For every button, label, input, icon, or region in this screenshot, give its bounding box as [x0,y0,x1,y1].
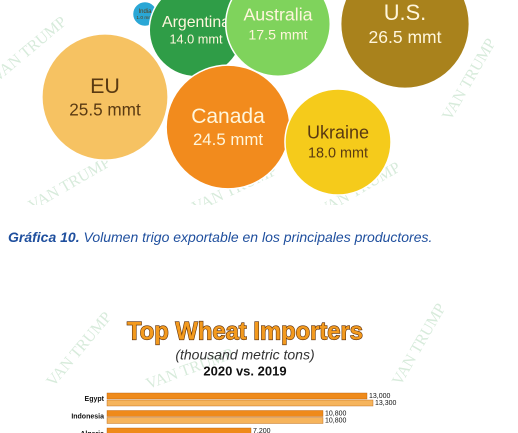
bubble-label: India [138,9,152,15]
bar [106,417,324,424]
bar [106,427,252,433]
bubble-label: Australia [243,5,312,25]
bubble [339,0,471,90]
category-label: Indonesia [71,413,104,420]
value-label: 10,800 [325,417,347,424]
chart-subtitle: (thousand metric tons) [175,347,314,363]
bubble [41,33,169,161]
bubble-label: Canada [191,105,265,128]
value-label: 10,800 [325,410,347,417]
chart-title: Top Wheat Importers [127,318,363,346]
bubble-value: 17.5 mmt [248,27,307,43]
bubble-label: EU [90,74,120,98]
bar [106,410,324,417]
value-label: 13,300 [375,400,397,407]
bubble-value: 25.5 mmt [69,99,141,119]
caption-text: Volumen trigo exportable en los principa… [83,229,433,245]
bubble [284,88,392,196]
watermark: VAN TRUMP [389,301,449,389]
bubble-label: Argentina [162,14,230,31]
bubble-value: 18.0 mmt [308,146,368,162]
value-label: 7,200 [253,428,271,433]
bubble-value: 24.5 mmt [193,130,263,149]
bubble-value: 26.5 mmt [369,27,442,47]
bubble-label: Ukraine [307,123,369,143]
category-label: Egypt [85,396,105,403]
bar [106,392,368,400]
chart-note: 2020 vs. 2019 [203,363,286,378]
bubble-value: 1.0 mmt [136,15,154,21]
bubble [224,0,332,78]
bubble-label: U.S. [384,0,427,25]
watermark: VAN TRUMP [43,309,115,390]
bar [106,399,374,407]
watermark: VAN TRUMP [26,154,114,205]
caption: Gráfica 10. Volumen trigo exportable en … [8,229,432,245]
bubble-value: 14.0 mmt [169,32,222,47]
caption-label: Gráfica 10. [8,229,80,245]
value-label: 13,000 [369,393,391,400]
watermark: VAN TRUMP [144,346,236,393]
